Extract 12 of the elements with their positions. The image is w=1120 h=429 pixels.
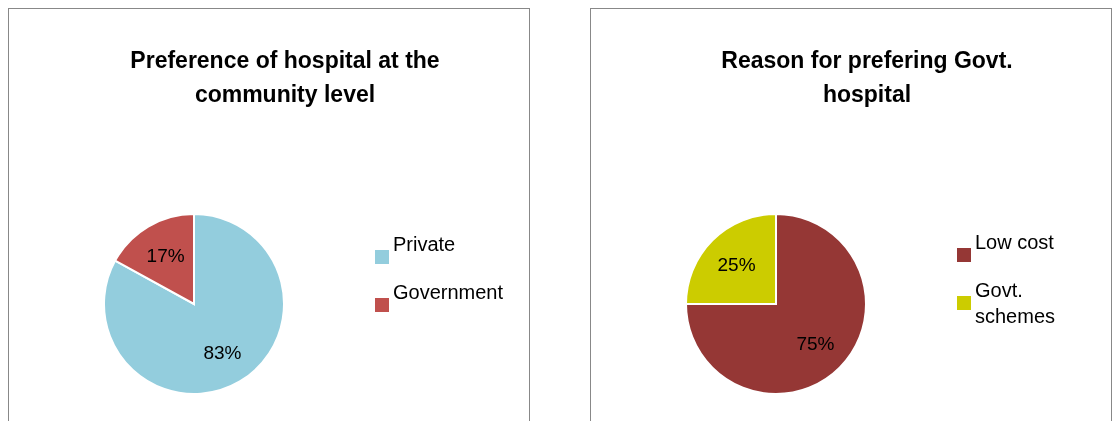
data-label: 83% [203, 341, 242, 363]
pie-slice [103, 213, 285, 395]
legend-label: Government [393, 280, 505, 305]
legend-label: Private [393, 232, 457, 257]
legend-label: Govt. schemes [975, 278, 1057, 329]
data-label: 75% [796, 332, 835, 354]
data-label: 17% [146, 245, 185, 267]
pie-slice [685, 213, 867, 395]
chart-title: Reason for prefering Govt. hospital [720, 46, 1014, 109]
legend-label: Low cost [975, 230, 1055, 255]
chart-title: Preference of hospital at the community level [129, 46, 441, 109]
data-label: 25% [717, 254, 756, 276]
